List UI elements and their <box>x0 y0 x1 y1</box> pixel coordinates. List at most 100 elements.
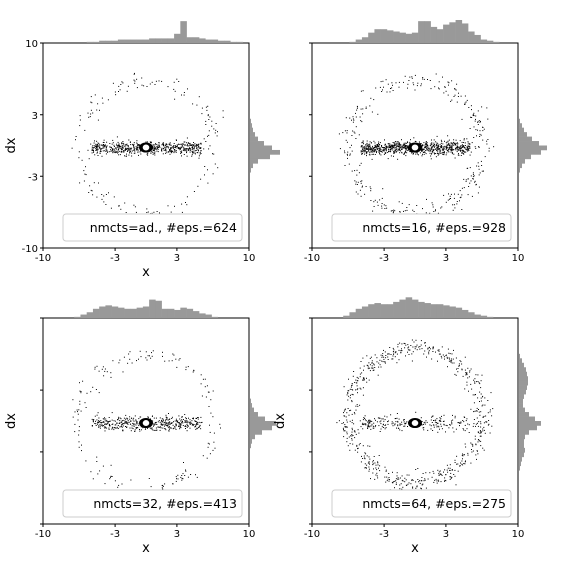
scatter-point <box>180 420 182 422</box>
scatter-point <box>147 154 149 156</box>
scatter-point <box>440 418 442 420</box>
scatter-point <box>339 148 341 150</box>
scatter-point <box>195 425 197 427</box>
scatter-point <box>362 422 364 424</box>
scatter-point <box>112 360 114 362</box>
scatter-point <box>194 152 196 154</box>
scatter-point <box>461 118 463 120</box>
scatter-point <box>392 422 394 424</box>
scatter-point <box>213 128 215 130</box>
scatter-point <box>431 139 432 141</box>
scatter-point <box>351 427 353 429</box>
scatter-point <box>441 346 443 348</box>
scatter-point <box>477 124 479 125</box>
scatter-point <box>361 372 363 374</box>
scatter-point <box>392 145 394 146</box>
scatter-point <box>85 407 87 408</box>
scatter-point <box>369 145 371 147</box>
scatter-point <box>441 415 442 417</box>
scatter-point <box>434 421 436 423</box>
scatter-point <box>338 420 340 422</box>
scatter-point <box>357 380 359 382</box>
scatter-point <box>375 87 377 89</box>
scatter-point <box>350 394 351 396</box>
scatter-point <box>409 143 411 144</box>
scatter-point <box>353 423 355 425</box>
scatter-point <box>395 421 397 423</box>
scatter-point <box>430 153 432 155</box>
scatter-point <box>424 350 426 352</box>
scatter-point <box>461 454 463 456</box>
scatter-point <box>373 151 375 153</box>
scatter-point <box>464 388 466 390</box>
scatter-point <box>121 423 123 425</box>
scatter-point <box>434 86 436 88</box>
scatter-point <box>124 149 126 151</box>
scatter-point <box>444 480 445 482</box>
scatter-point <box>389 148 391 150</box>
scatter-point <box>479 435 481 437</box>
scatter-point <box>110 476 111 478</box>
scatter-point <box>375 467 377 469</box>
scatter-point <box>161 149 162 151</box>
scatter-point <box>431 150 433 152</box>
right-hist-bar <box>519 416 535 422</box>
scatter-point <box>414 348 416 350</box>
scatter-point <box>370 147 372 149</box>
scatter-point <box>397 425 399 427</box>
scatter-point <box>177 478 179 480</box>
scatter-point <box>392 90 394 91</box>
scatter-point <box>377 204 379 206</box>
scatter-point <box>186 142 188 144</box>
scatter-point <box>462 464 464 466</box>
top-hist-bar <box>167 38 175 43</box>
scatter-point <box>92 420 94 422</box>
top-hist-bar <box>111 40 119 43</box>
scatter-point <box>480 380 482 382</box>
scatter-point <box>363 455 365 457</box>
scatter-point <box>454 88 455 90</box>
scatter-point <box>120 426 122 428</box>
scatter-point <box>157 149 159 150</box>
right-hist-bar <box>250 154 270 160</box>
scatter-point <box>124 421 126 423</box>
scatter-point <box>103 421 105 423</box>
scatter-point <box>353 119 355 121</box>
scatter-point <box>376 144 378 146</box>
scatter-point <box>127 145 129 147</box>
scatter-point <box>424 151 426 153</box>
scatter-point <box>157 421 159 423</box>
scatter-point <box>457 371 459 373</box>
top-hist-bar <box>105 305 112 318</box>
scatter-point <box>407 146 409 148</box>
scatter-point <box>204 378 206 380</box>
scatter-point <box>452 204 454 206</box>
scatter-point <box>185 369 187 371</box>
scatter-point <box>99 146 101 148</box>
scatter-point <box>472 115 474 116</box>
scatter-point <box>196 427 198 429</box>
scatter-point <box>121 426 123 428</box>
scatter-point <box>462 420 464 421</box>
top-hist-bar <box>161 308 169 318</box>
scatter-point <box>153 425 154 427</box>
scatter-point <box>370 356 372 358</box>
scatter-point <box>474 381 476 383</box>
scatter-point <box>169 142 171 144</box>
scatter-point <box>422 152 424 153</box>
scatter-point <box>373 456 375 457</box>
scatter-point <box>385 205 387 207</box>
scatter-point <box>377 374 379 376</box>
scatter-point <box>375 149 376 151</box>
scatter-point <box>449 464 451 466</box>
scatter-point <box>351 385 353 387</box>
scatter-point <box>98 417 100 419</box>
scatter-point <box>471 451 473 453</box>
right-hist-bar <box>519 380 528 386</box>
scatter-point <box>366 151 367 153</box>
scatter-point <box>138 144 140 146</box>
scatter-point <box>388 148 389 150</box>
scatter-point <box>364 423 366 425</box>
scatter-point <box>178 422 180 424</box>
scatter-point <box>104 427 106 429</box>
